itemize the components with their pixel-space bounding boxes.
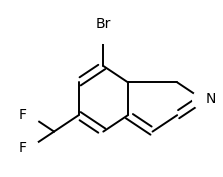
Point	[28, 147, 31, 149]
Text: N: N	[205, 92, 216, 106]
Text: F: F	[18, 108, 26, 122]
Point	[200, 97, 204, 100]
Point	[28, 114, 31, 117]
Text: Br: Br	[96, 17, 111, 31]
Point	[101, 32, 105, 35]
Text: F: F	[18, 141, 26, 155]
